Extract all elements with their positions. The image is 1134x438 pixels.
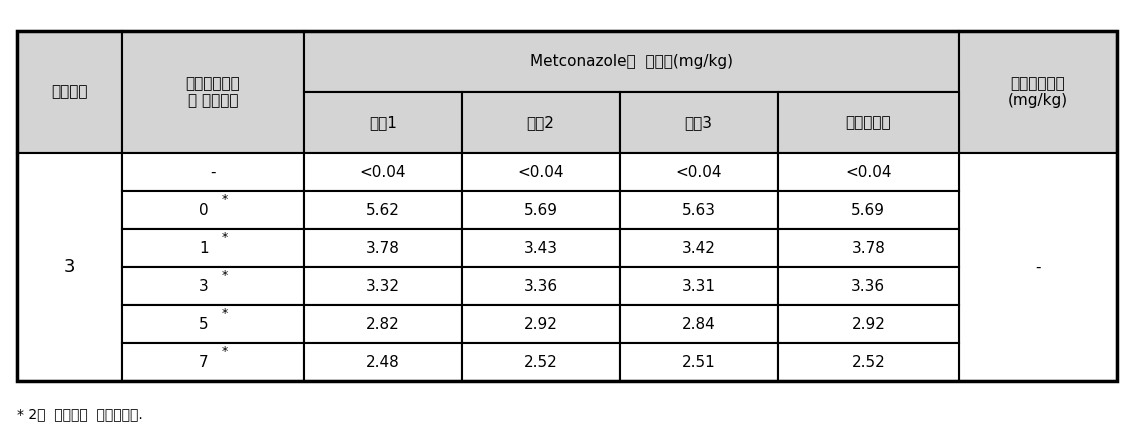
Text: *: * xyxy=(221,231,228,244)
Text: 7: 7 xyxy=(200,355,209,370)
Text: 3: 3 xyxy=(64,258,76,276)
Bar xyxy=(959,153,1117,381)
Bar xyxy=(778,92,959,153)
Text: <0.04: <0.04 xyxy=(359,165,406,180)
Text: 2.92: 2.92 xyxy=(852,317,886,332)
Bar xyxy=(304,229,462,267)
Bar xyxy=(304,31,959,92)
Bar xyxy=(304,267,462,305)
Text: 3.78: 3.78 xyxy=(366,241,399,256)
Text: *: * xyxy=(221,307,228,320)
Bar xyxy=(122,305,304,343)
Text: 반복2: 반복2 xyxy=(526,115,555,130)
Bar xyxy=(462,305,619,343)
Text: *: * xyxy=(221,345,228,358)
Text: <0.04: <0.04 xyxy=(676,165,722,180)
Bar xyxy=(462,153,619,191)
Bar xyxy=(462,267,619,305)
Bar xyxy=(122,267,304,305)
Text: 0: 0 xyxy=(200,203,209,218)
Text: <0.04: <0.04 xyxy=(517,165,564,180)
Text: 2.51: 2.51 xyxy=(682,355,716,370)
Text: 3.36: 3.36 xyxy=(524,279,558,293)
Text: 5: 5 xyxy=(200,317,209,332)
Bar xyxy=(122,229,304,267)
Text: 반복3: 반복3 xyxy=(685,115,712,130)
Text: 2.52: 2.52 xyxy=(852,355,886,370)
Bar xyxy=(304,343,462,381)
Text: 2.92: 2.92 xyxy=(524,317,558,332)
Bar xyxy=(778,153,959,191)
Text: 잔류허용기준
(mg/kg): 잔류허용기준 (mg/kg) xyxy=(1008,76,1068,108)
Text: *: * xyxy=(221,193,228,206)
Text: -: - xyxy=(210,165,215,180)
Bar xyxy=(304,153,462,191)
Bar xyxy=(17,153,122,381)
Bar xyxy=(778,229,959,267)
Bar xyxy=(122,31,304,153)
Text: 3: 3 xyxy=(200,279,209,293)
Text: 5.69: 5.69 xyxy=(852,203,886,218)
Text: 최대잔류량: 최대잔류량 xyxy=(846,115,891,130)
Bar xyxy=(619,92,778,153)
Text: 3.78: 3.78 xyxy=(852,241,886,256)
Text: 5.69: 5.69 xyxy=(524,203,558,218)
Bar xyxy=(619,191,778,229)
Bar xyxy=(959,31,1117,153)
Text: <0.04: <0.04 xyxy=(845,165,891,180)
Bar xyxy=(122,153,304,191)
Bar xyxy=(17,31,1117,381)
Bar xyxy=(304,305,462,343)
Text: * 2배  희석하여  분석하였음.: * 2배 희석하여 분석하였음. xyxy=(17,407,143,421)
Text: 2.52: 2.52 xyxy=(524,355,558,370)
Text: 3.43: 3.43 xyxy=(524,241,558,256)
Bar xyxy=(619,153,778,191)
Text: 3.31: 3.31 xyxy=(682,279,716,293)
Bar xyxy=(619,229,778,267)
Text: 2.82: 2.82 xyxy=(366,317,399,332)
Bar xyxy=(17,31,122,153)
Bar xyxy=(122,343,304,381)
Text: 5.63: 5.63 xyxy=(682,203,716,218)
Text: -: - xyxy=(1035,260,1041,275)
Bar xyxy=(462,92,619,153)
Text: 살포횟수: 살포횟수 xyxy=(51,85,88,99)
Bar xyxy=(619,343,778,381)
Bar xyxy=(304,191,462,229)
Bar xyxy=(619,305,778,343)
Text: 1: 1 xyxy=(200,241,209,256)
Bar xyxy=(304,92,462,153)
Text: 2.48: 2.48 xyxy=(366,355,399,370)
Bar xyxy=(778,343,959,381)
Text: 최종약제살포
후 경과일수: 최종약제살포 후 경과일수 xyxy=(186,76,240,108)
Bar xyxy=(778,191,959,229)
Bar xyxy=(778,305,959,343)
Text: 3.36: 3.36 xyxy=(852,279,886,293)
Text: 3.32: 3.32 xyxy=(365,279,399,293)
Bar xyxy=(462,229,619,267)
Text: Metconazole의  잔류량(mg/kg): Metconazole의 잔류량(mg/kg) xyxy=(530,54,733,69)
Bar xyxy=(462,343,619,381)
Text: 5.62: 5.62 xyxy=(366,203,399,218)
Text: 2.84: 2.84 xyxy=(682,317,716,332)
Bar xyxy=(462,191,619,229)
Text: 반복1: 반복1 xyxy=(369,115,397,130)
Bar xyxy=(122,191,304,229)
Bar xyxy=(778,267,959,305)
Text: 3.42: 3.42 xyxy=(682,241,716,256)
Bar xyxy=(619,267,778,305)
Text: *: * xyxy=(221,269,228,282)
